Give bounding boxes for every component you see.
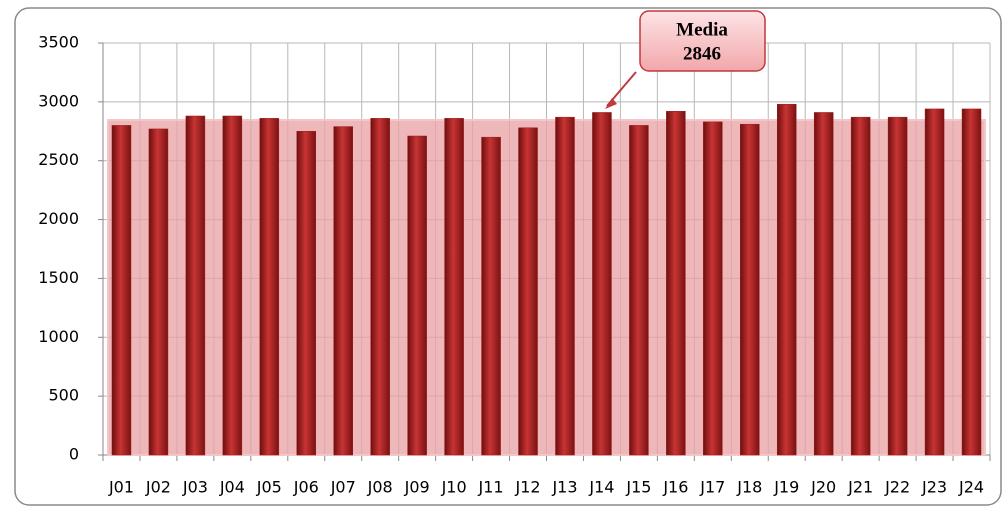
bar (961, 108, 982, 456)
y-tick-label: 0 (69, 445, 79, 464)
x-tick-label: J20 (810, 478, 836, 497)
y-tick-label: 3000 (38, 91, 79, 110)
x-tick-label: J04 (219, 478, 245, 497)
bar (259, 118, 280, 456)
mean-area (107, 118, 986, 457)
x-tick-label: J17 (699, 478, 725, 497)
bar (222, 115, 243, 456)
x-tick-label: J24 (958, 478, 984, 497)
bar (776, 103, 797, 456)
x-tick-label: J23 (921, 478, 947, 497)
x-tick-label: J06 (293, 478, 319, 497)
bar (296, 131, 317, 456)
bar (592, 112, 612, 456)
bar (850, 116, 871, 456)
bar (481, 136, 501, 456)
bar (370, 118, 390, 456)
callout: Media 2846 (605, 10, 766, 109)
bar (740, 123, 760, 456)
bar (924, 108, 945, 456)
y-tick-label: 2500 (38, 150, 79, 169)
callout-box (639, 10, 766, 72)
x-tick-label: J19 (773, 478, 799, 497)
y-tick-label: 3500 (38, 33, 79, 52)
x-tick-label: J16 (662, 478, 688, 497)
mean-layer (107, 118, 986, 457)
bar (703, 121, 723, 456)
x-tick-label: J14 (588, 478, 614, 497)
x-tick-label: J10 (441, 478, 467, 497)
x-tick-label: J22 (884, 478, 910, 497)
callout-label: Media (676, 19, 728, 40)
x-tick-label: J18 (736, 478, 762, 497)
bar (629, 125, 649, 456)
x-tick-label: J07 (330, 478, 356, 497)
x-tick-label: J11 (478, 478, 504, 497)
y-tick-label: 1000 (38, 327, 79, 346)
bars (111, 103, 982, 456)
bar (148, 128, 169, 456)
bar (555, 116, 575, 456)
bar (444, 118, 464, 456)
bar (887, 116, 908, 456)
y-tick-label: 500 (48, 386, 79, 405)
bar (666, 111, 686, 456)
x-tick-label: J12 (514, 478, 540, 497)
x-tick-label: J03 (182, 478, 208, 497)
x-tick-label: J15 (625, 478, 651, 497)
x-tick-label: J05 (256, 478, 282, 497)
y-tick-label: 1500 (38, 268, 79, 287)
callout-value: 2846 (683, 43, 721, 64)
labels: 0 500 1000 1500 2000 2500 3000 3500 J01 J02 J03 J04… (38, 33, 984, 497)
bar (185, 115, 206, 456)
x-tick-label: J08 (367, 478, 393, 497)
callout-arrowhead (605, 98, 617, 109)
x-tick-label: J09 (404, 478, 430, 497)
x-tick-label: J01 (108, 478, 134, 497)
x-tick-label: J13 (551, 478, 577, 497)
x-tick-label: J21 (847, 478, 873, 497)
bar (518, 127, 538, 456)
bar (407, 135, 427, 456)
bar (813, 112, 834, 456)
bar (111, 125, 132, 456)
y-tick-label: 2000 (38, 209, 79, 228)
bar (333, 126, 353, 456)
x-tick-label: J02 (145, 478, 171, 497)
